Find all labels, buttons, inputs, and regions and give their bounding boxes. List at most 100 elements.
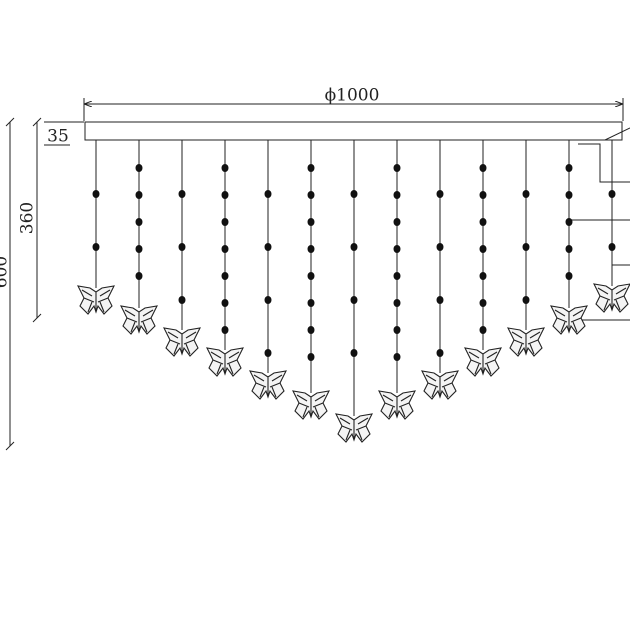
bead bbox=[479, 191, 487, 199]
butterfly bbox=[378, 390, 416, 420]
bead bbox=[479, 272, 487, 280]
butterfly bbox=[464, 347, 502, 377]
bead bbox=[350, 296, 358, 304]
butterfly bbox=[550, 305, 588, 335]
bead bbox=[522, 296, 530, 304]
bead bbox=[221, 299, 229, 307]
bead bbox=[436, 296, 444, 304]
butterfly bbox=[77, 285, 115, 315]
bead bbox=[479, 299, 487, 307]
bead bbox=[393, 218, 401, 226]
butterfly bbox=[292, 390, 330, 420]
butterfly-outline bbox=[163, 327, 201, 357]
butterfly-outline bbox=[120, 305, 158, 335]
short-drop-label: 360 bbox=[18, 202, 38, 234]
bead bbox=[393, 299, 401, 307]
bead bbox=[608, 243, 616, 251]
bead bbox=[565, 272, 573, 280]
butterfly-outline bbox=[292, 390, 330, 420]
bead bbox=[565, 164, 573, 172]
bead bbox=[393, 326, 401, 334]
bead bbox=[307, 326, 315, 334]
bead bbox=[393, 164, 401, 172]
butterfly-outline bbox=[378, 390, 416, 420]
bead bbox=[307, 218, 315, 226]
bead bbox=[565, 218, 573, 226]
bead bbox=[178, 296, 186, 304]
bead bbox=[135, 245, 143, 253]
bead bbox=[307, 191, 315, 199]
bead bbox=[178, 190, 186, 198]
bead bbox=[92, 190, 100, 198]
butterfly-outline bbox=[593, 283, 630, 313]
butterfly-outline bbox=[206, 347, 244, 377]
bead bbox=[307, 299, 315, 307]
bead bbox=[479, 164, 487, 172]
canopy-height-label: 35 bbox=[47, 127, 69, 147]
bead bbox=[221, 218, 229, 226]
bead bbox=[264, 349, 272, 357]
tick bbox=[5, 441, 15, 451]
bead bbox=[221, 164, 229, 172]
bead bbox=[479, 326, 487, 334]
butterfly-outline bbox=[464, 347, 502, 377]
butterfly-outline bbox=[421, 370, 459, 400]
bead bbox=[135, 272, 143, 280]
pendants bbox=[77, 140, 630, 443]
bead bbox=[393, 191, 401, 199]
bead bbox=[350, 243, 358, 251]
butterfly bbox=[163, 327, 201, 357]
bead bbox=[393, 245, 401, 253]
butterfly-outline bbox=[335, 413, 373, 443]
bead bbox=[608, 190, 616, 198]
diameter-label: ϕ1000 bbox=[325, 86, 380, 106]
butterfly-outline bbox=[77, 285, 115, 315]
bead bbox=[479, 218, 487, 226]
bead bbox=[264, 190, 272, 198]
bead bbox=[178, 243, 186, 251]
bead bbox=[393, 353, 401, 361]
tick bbox=[32, 117, 42, 127]
leader-line bbox=[590, 127, 630, 141]
canopy bbox=[84, 121, 623, 141]
bead bbox=[522, 190, 530, 198]
bead bbox=[221, 326, 229, 334]
bead bbox=[436, 349, 444, 357]
bead bbox=[92, 243, 100, 251]
bead bbox=[221, 272, 229, 280]
bead bbox=[393, 272, 401, 280]
bead bbox=[135, 164, 143, 172]
butterfly-outline bbox=[550, 305, 588, 335]
bead bbox=[522, 243, 530, 251]
butterfly bbox=[507, 327, 545, 357]
bead bbox=[565, 191, 573, 199]
butterfly bbox=[593, 283, 630, 313]
bead bbox=[565, 245, 573, 253]
butterfly bbox=[335, 413, 373, 443]
tick bbox=[32, 313, 42, 323]
bead bbox=[436, 190, 444, 198]
bead bbox=[135, 218, 143, 226]
bead bbox=[221, 191, 229, 199]
bead bbox=[307, 164, 315, 172]
bead bbox=[350, 349, 358, 357]
bead bbox=[479, 245, 487, 253]
leader-line bbox=[578, 143, 630, 183]
bead bbox=[221, 245, 229, 253]
bead bbox=[307, 353, 315, 361]
bead bbox=[135, 191, 143, 199]
bead bbox=[350, 190, 358, 198]
butterfly-outline bbox=[249, 370, 287, 400]
bead bbox=[264, 296, 272, 304]
bead bbox=[436, 243, 444, 251]
bead bbox=[264, 243, 272, 251]
butterfly bbox=[206, 347, 244, 377]
tick bbox=[5, 117, 15, 127]
butterfly bbox=[421, 370, 459, 400]
butterfly bbox=[249, 370, 287, 400]
bead bbox=[307, 272, 315, 280]
long-drop-label: 600 bbox=[0, 256, 12, 288]
butterfly-outline bbox=[507, 327, 545, 357]
